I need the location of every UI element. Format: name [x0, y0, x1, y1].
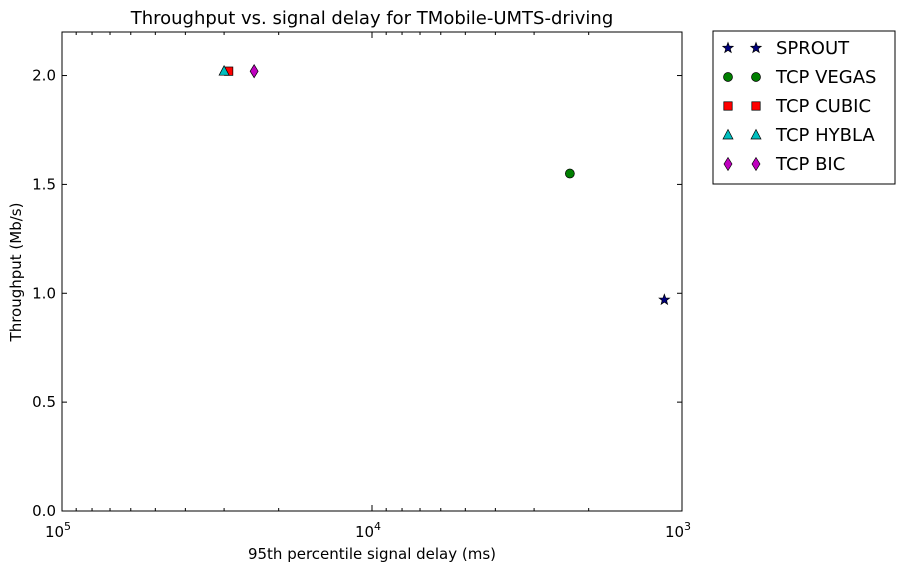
legend-entry: TCP CUBIC	[723, 96, 871, 117]
legend-label: TCP BIC	[775, 154, 845, 175]
legend-label: TCP HYBLA	[775, 125, 875, 146]
x-tick-label: 105	[45, 520, 71, 541]
legend-marker	[751, 72, 761, 82]
y-tick-label: 0.0	[32, 502, 56, 520]
x-tick-label-base: 10	[665, 523, 684, 541]
x-tick-label-base: 10	[355, 523, 374, 541]
legend-label: TCP CUBIC	[775, 96, 871, 117]
x-axis-label: 95th percentile signal delay (ms)	[248, 545, 496, 563]
y-tick-label: 0.5	[32, 393, 56, 411]
legend-entry: SPROUT	[721, 38, 850, 59]
legend-label: TCP VEGAS	[775, 67, 876, 88]
legend-marker	[751, 156, 761, 172]
legend-box	[712, 30, 896, 185]
legend-entry: TCP BIC	[723, 154, 845, 175]
x-tick-label: 103	[665, 520, 691, 541]
data-point-tcp-vegas	[565, 168, 575, 179]
chart-title: Throughput vs. signal delay for TMobile-…	[130, 8, 614, 29]
y-axis-label: Throughput (Mb/s)	[7, 203, 25, 343]
legend-entry: TCP HYBLA	[722, 125, 875, 146]
data-point-tcp-bic	[249, 64, 259, 79]
legend-marker	[723, 101, 733, 111]
y-tick-label: 1.5	[32, 175, 56, 193]
data-point-sprout	[658, 293, 671, 306]
legend-marker	[722, 128, 734, 140]
legend-marker	[751, 101, 761, 111]
x-tick-label-exponent: 5	[64, 520, 71, 533]
legend-marker	[749, 41, 763, 54]
legend-marker	[721, 41, 735, 54]
legend-entry: TCP VEGAS	[723, 67, 876, 88]
legend: SPROUT TCP VEGAS TCP CUBIC TCP HYBLA TCP BIC	[712, 30, 896, 185]
legend-label: SPROUT	[776, 38, 850, 59]
x-tick-label: 104	[355, 520, 381, 541]
markers-layer	[218, 64, 671, 306]
y-tick-label: 2.0	[32, 67, 56, 85]
plot-area	[61, 31, 683, 512]
x-tick-label-base: 10	[45, 523, 64, 541]
x-tick-label-exponent: 4	[374, 520, 381, 533]
legend-marker	[750, 128, 762, 140]
x-tick-label-exponent: 3	[684, 520, 691, 533]
legend-marker	[723, 156, 733, 172]
y-tick-label: 1.0	[32, 284, 56, 302]
legend-marker	[723, 72, 733, 82]
data-point-tcp-hybla	[218, 64, 230, 76]
